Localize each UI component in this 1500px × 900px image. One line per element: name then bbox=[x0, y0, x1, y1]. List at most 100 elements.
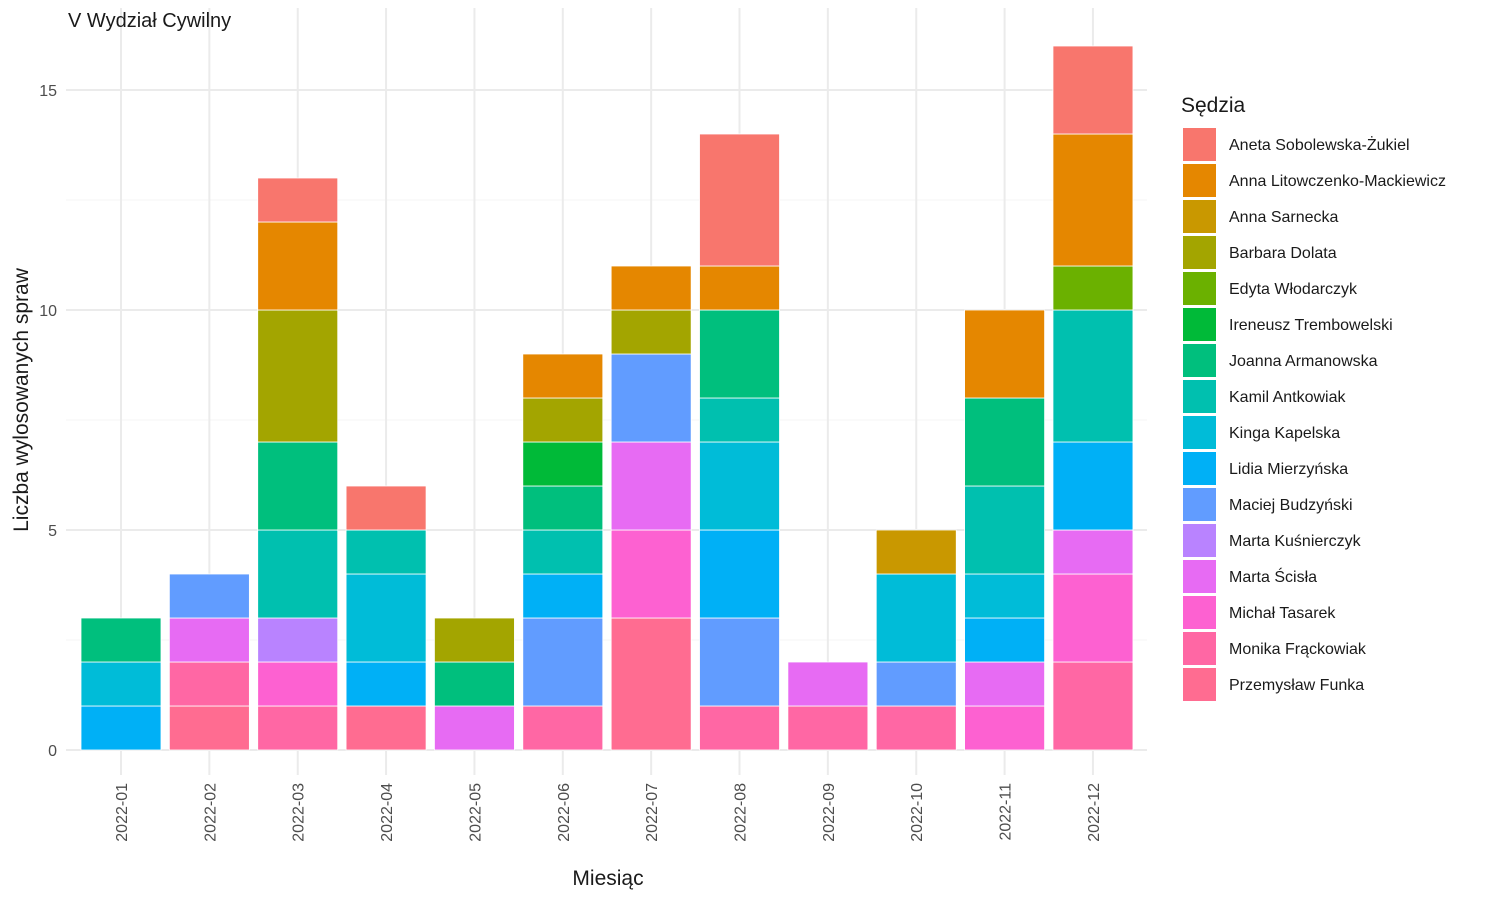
legend-swatch bbox=[1183, 200, 1216, 233]
legend-label: Michał Tasarek bbox=[1229, 605, 1336, 622]
bar-segment bbox=[257, 441, 339, 531]
y-tick-label: 0 bbox=[48, 743, 57, 760]
bar-segment bbox=[434, 705, 515, 751]
legend-swatch bbox=[1183, 164, 1216, 197]
bar-segment bbox=[875, 661, 957, 707]
legend-label: Kinga Kapelska bbox=[1229, 425, 1340, 442]
bar-segment bbox=[345, 661, 427, 707]
bar-segment bbox=[522, 441, 604, 487]
bar-segment bbox=[434, 661, 515, 707]
legend-label: Aneta Sobolewska-Żukiel bbox=[1229, 135, 1410, 154]
legend-label: Maciej Budzyński bbox=[1229, 497, 1353, 514]
legend-label: Monika Frąckowiak bbox=[1229, 641, 1367, 658]
legend-label: Marta Ścisła bbox=[1229, 567, 1317, 586]
legend-label: Lidia Mierzyńska bbox=[1229, 461, 1348, 478]
x-tick-label: 2022-11 bbox=[998, 783, 1015, 841]
bar-segment bbox=[257, 177, 339, 223]
bar-segment bbox=[257, 309, 339, 443]
bar-segment bbox=[964, 485, 1045, 575]
bar-segment bbox=[964, 617, 1045, 663]
bar-segment bbox=[257, 617, 339, 663]
bar-segment bbox=[610, 617, 692, 751]
bar-segment bbox=[80, 661, 162, 707]
bar-segment bbox=[699, 133, 780, 267]
bar-segment bbox=[964, 397, 1045, 487]
legend-label: Marta Kuśnierczyk bbox=[1229, 533, 1362, 550]
bar-segment bbox=[345, 705, 427, 751]
x-tick-label: 2022-07 bbox=[644, 783, 661, 842]
bar-segment bbox=[787, 661, 869, 707]
x-tick-label: 2022-10 bbox=[909, 783, 926, 842]
bar-segment bbox=[257, 661, 339, 707]
legend-label: Kamil Antkowiak bbox=[1229, 389, 1346, 406]
legend-label: Przemysław Funka bbox=[1229, 677, 1364, 694]
x-tick-label: 2022-12 bbox=[1086, 783, 1103, 842]
x-tick-label: 2022-05 bbox=[467, 783, 484, 842]
legend-items: Aneta Sobolewska-Żukiel Anna Litowczenko-… bbox=[1183, 128, 1446, 701]
y-tick-label: 10 bbox=[39, 303, 57, 320]
legend-swatch bbox=[1183, 236, 1216, 269]
bar-segment bbox=[434, 617, 515, 663]
legend-label: Barbara Dolata bbox=[1229, 245, 1337, 262]
bar-segment bbox=[522, 617, 604, 707]
bar-segment bbox=[699, 265, 780, 311]
legend-swatch bbox=[1183, 416, 1216, 449]
bar-segment bbox=[522, 485, 604, 531]
legend-swatch bbox=[1183, 668, 1216, 701]
bar-segment bbox=[80, 705, 162, 751]
bar-segment bbox=[699, 705, 780, 751]
bar-segment bbox=[168, 573, 250, 619]
bar-segment bbox=[522, 705, 604, 751]
bar-segment bbox=[610, 353, 692, 443]
legend-label: Anna Sarnecka bbox=[1229, 209, 1339, 226]
x-tick-label: 2022-03 bbox=[291, 783, 308, 842]
bar-segment bbox=[168, 705, 250, 751]
bar-segment bbox=[610, 265, 692, 311]
x-tick-label: 2022-08 bbox=[733, 783, 750, 842]
legend-title: Sędzia bbox=[1181, 94, 1246, 117]
bar-segment bbox=[1052, 265, 1134, 311]
bar-segment bbox=[1052, 573, 1134, 663]
legend-swatch bbox=[1183, 344, 1216, 377]
bar-segment bbox=[345, 573, 427, 663]
y-axis-ticks: 0 5 10 15 bbox=[39, 83, 57, 760]
bar-segment bbox=[1052, 45, 1134, 135]
bar-segment bbox=[610, 529, 692, 619]
legend-label: Ireneusz Trembowelski bbox=[1229, 317, 1393, 334]
bar-segment bbox=[257, 529, 339, 619]
bar-segment bbox=[1052, 133, 1134, 267]
x-tick-label: 2022-01 bbox=[114, 783, 131, 842]
x-axis-title: Miesiąc bbox=[572, 867, 643, 890]
bar-segment bbox=[699, 309, 780, 399]
bar-segment bbox=[1052, 661, 1134, 751]
legend: Sędzia Aneta Sobolewska-Żukiel Anna Litow… bbox=[1181, 94, 1446, 701]
legend-swatch bbox=[1183, 380, 1216, 413]
bar-segment bbox=[522, 529, 604, 575]
bar-segment bbox=[345, 485, 427, 531]
y-axis-title: Liczba wylosowanych spraw bbox=[10, 267, 33, 532]
legend-swatch bbox=[1183, 632, 1216, 665]
legend-label: Anna Litowczenko-Mackiewicz bbox=[1229, 173, 1446, 190]
bar-segment bbox=[964, 705, 1045, 751]
bar-segment bbox=[610, 309, 692, 355]
legend-swatch bbox=[1183, 596, 1216, 629]
legend-swatch bbox=[1183, 560, 1216, 593]
bar-segment bbox=[699, 441, 780, 531]
bars bbox=[80, 45, 1134, 751]
bar-segment bbox=[168, 617, 250, 663]
legend-swatch bbox=[1183, 524, 1216, 557]
bar-segment bbox=[964, 309, 1045, 399]
bar-segment bbox=[875, 529, 957, 575]
bar-segment bbox=[1052, 309, 1134, 443]
bar-segment bbox=[699, 617, 780, 707]
chart-title: V Wydział Cywilny bbox=[68, 10, 231, 32]
bar-segment bbox=[522, 573, 604, 619]
x-axis-ticks: 2022-01 2022-02 2022-03 2022-04 2022-05 2022-… bbox=[114, 783, 1103, 842]
bar-segment bbox=[699, 529, 780, 619]
bar-segment bbox=[964, 661, 1045, 707]
x-tick-label: 2022-04 bbox=[379, 783, 396, 842]
bar-segment bbox=[699, 397, 780, 443]
bar-segment bbox=[168, 661, 250, 707]
x-tick-label: 2022-06 bbox=[556, 783, 573, 842]
